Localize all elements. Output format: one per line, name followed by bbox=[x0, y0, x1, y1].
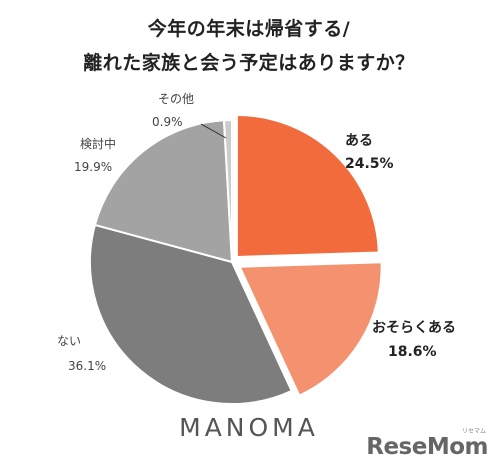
slice-value-3: 19.9% bbox=[74, 160, 112, 174]
slice-label-4: その他 bbox=[158, 92, 194, 106]
slice-label-0: ある bbox=[345, 133, 373, 149]
slice-value-1: 18.6% bbox=[388, 344, 437, 360]
slice-value-4: 0.9% bbox=[152, 115, 183, 129]
slice-value-2: 36.1% bbox=[68, 359, 106, 373]
chart-title-line-2: 離れた家族と会う予定はありますか？ bbox=[83, 52, 415, 74]
brand-logo: MANOMA bbox=[179, 413, 319, 442]
pie-slice-1 bbox=[238, 261, 383, 397]
watermark-sub: リセマム bbox=[461, 428, 486, 435]
pie-slice-4 bbox=[222, 118, 233, 263]
leader-line bbox=[200, 123, 227, 139]
slice-label-2: ない bbox=[57, 334, 81, 348]
pie-slice-0 bbox=[235, 113, 380, 259]
chart-title-line-1: 今年の年末は帰省する/ bbox=[147, 18, 351, 40]
watermark-text: ReseMom bbox=[366, 434, 488, 460]
pie-slice-3 bbox=[93, 119, 234, 264]
watermark-logo: リセマム ReseMom bbox=[366, 428, 488, 460]
slice-label-3: 検討中 bbox=[80, 136, 116, 151]
pie-slice-2 bbox=[89, 223, 293, 405]
slice-label-1: おそらくある bbox=[372, 320, 456, 336]
slice-value-0: 24.5% bbox=[345, 156, 394, 172]
